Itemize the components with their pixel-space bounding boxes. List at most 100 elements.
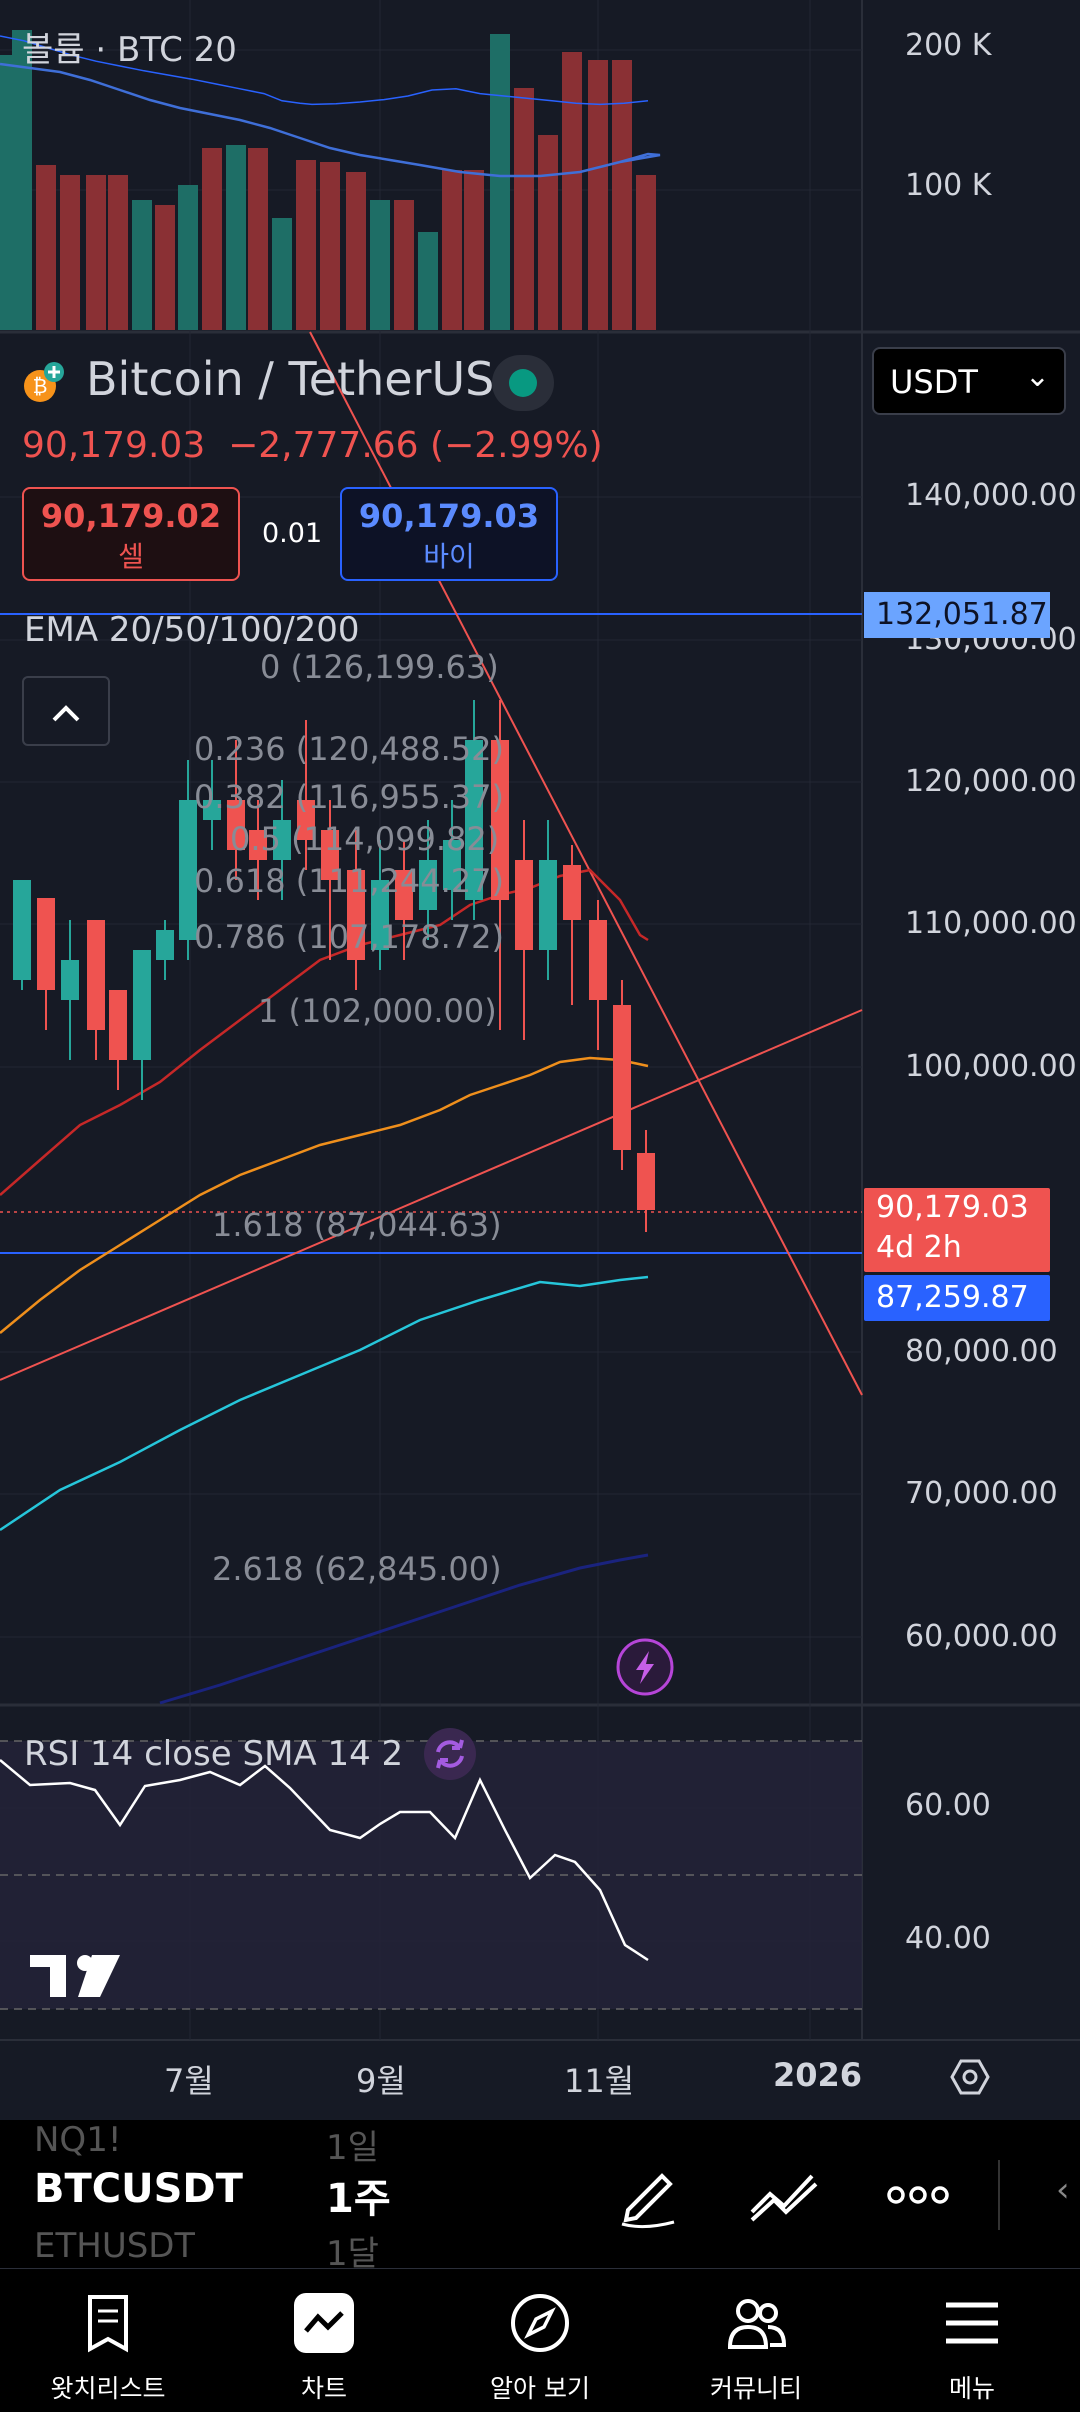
candle-body [443,840,461,890]
volume-bar [394,200,414,330]
candle-body [273,820,291,860]
ema-label[interactable]: EMA 20/50/100/200 [24,610,360,650]
time-axis-sep: 9월 [356,2062,406,2100]
lightning-icon[interactable] [616,1638,674,1696]
rsi-label[interactable]: RSI 14 close SMA 14 2 [24,1734,404,1774]
lower-line-price-tag[interactable]: 87,259.87 [864,1275,1050,1321]
candle-body [395,870,413,920]
volume-bar [202,148,222,330]
price-axis-60k: 60,000.00 [905,1619,1058,1654]
fib-level-1: 1 (102,000.00) [258,992,497,1030]
volume-bar [588,60,608,330]
volume-bar [86,175,106,330]
bar-countdown: 4d 2h [876,1230,962,1265]
nav-explore[interactable]: 알아 보기 [432,2269,648,2412]
fib-level-0: 0 (126,199.63) [260,648,499,686]
volume-bar [320,162,340,330]
candle-body [37,898,55,990]
upper-line-price-tag[interactable]: 132,051.87 [864,592,1050,638]
volume-bar [272,218,292,330]
drawing-tools-icon[interactable] [746,2160,822,2230]
toolbar-arrow-icon[interactable]: ‹ [1056,2170,1070,2210]
rsi-sync-icon[interactable] [424,1728,476,1780]
volume-ma-line [0,35,649,106]
volume-ma [0,62,661,178]
candle-body [297,800,315,840]
rsi-axis-60: 60.00 [905,1788,991,1823]
volume-bar [346,172,366,330]
compass-icon [511,2294,569,2352]
volume-bar [296,160,316,330]
spread-value: 0.01 [262,518,323,549]
sell-price: 90,179.02 [40,497,222,535]
volume-bar [12,30,32,330]
candle-body [13,880,31,980]
price-axis-80k: 80,000.00 [905,1334,1058,1369]
currency-select[interactable]: USDT ⌄ [872,347,1066,415]
market-status-badge[interactable] [492,355,554,411]
interval-switcher[interactable]: 1주 [326,2176,391,2222]
volume-bar [248,148,268,330]
candle-body [465,740,483,900]
interval-next[interactable]: 1달 [326,2234,379,2270]
nav-explore-label: 알아 보기 [490,2374,590,2403]
fib-level-0236: 0.236 (120,488.52) [194,730,504,768]
candle-body [419,860,437,910]
candle-body [179,800,197,940]
volume-bar [108,175,128,330]
volume-bar [36,165,56,330]
chart-toolbar: NQ1! BTCUSDT ETHUSDT 1일 1주 1달 ‹ [0,2120,1080,2270]
symbol-switcher[interactable]: BTCUSDT [34,2166,243,2212]
volume-bar [514,88,534,330]
volume-bar [132,200,152,330]
volume-bar [562,52,582,330]
watch-prev[interactable]: NQ1! [34,2120,122,2160]
nav-watchlist[interactable]: 왓치리스트 [0,2269,216,2412]
sell-button[interactable]: 90,179.02 셀 [22,487,240,581]
chevron-up-icon [52,705,80,722]
interval-prev[interactable]: 1일 [326,2128,379,2168]
bottom-navigation: 왓치리스트 차트 알아 보기 커뮤니티 메뉴 [0,2268,1080,2412]
watch-next[interactable]: ETHUSDT [34,2226,196,2266]
nav-community-label: 커뮤니티 [709,2374,802,2403]
buy-button[interactable]: 90,179.03 바이 [340,487,558,581]
community-icon [727,2299,787,2349]
axis-settings-icon[interactable] [950,2059,990,2095]
current-price-tag[interactable]: 90,179.03 4d 2h [864,1188,1050,1272]
chevron-down-icon: ⌄ [1024,359,1050,394]
fib-level-0786: 0.786 (107,178.72) [194,918,504,956]
volume-bar [636,175,656,330]
tradingview-logo-icon [30,1955,120,1997]
grid-lines [0,0,862,2040]
rsi-line [0,1759,649,1962]
volume-label: 볼륨 · BTC 20 [22,30,237,70]
toolbar-divider [998,2160,1000,2230]
candle-body [637,1153,655,1210]
fib-level-1618: 1.618 (87,044.63) [212,1206,502,1244]
fib-level-05: 0.5 (114,099.82) [230,820,500,858]
nav-menu[interactable]: 메뉴 [864,2269,1080,2412]
nav-chart[interactable]: 차트 [216,2269,432,2412]
volume-bar [155,205,175,330]
price-change-line: 90,179.03 −2,777.66 (−2.99%) [22,425,603,466]
candle-body [61,960,79,1000]
watchlist-icon [88,2295,128,2353]
collapse-indicators-button[interactable] [22,676,110,746]
volume-axis-200k: 200 K [905,28,992,63]
more-options-icon[interactable] [886,2170,950,2220]
candle-body [133,950,151,1060]
candle-body [515,860,533,950]
candle-body [613,1005,631,1150]
symbol-name[interactable]: Bitcoin / TetherUS [86,352,495,406]
nav-watchlist-label: 왓치리스트 [50,2374,166,2403]
candle-body [109,990,127,1060]
nav-community[interactable]: 커뮤니티 [648,2269,864,2412]
candle-body [371,880,389,950]
buy-price: 90,179.03 [358,497,540,535]
svg-text:₿: ₿ [33,374,48,398]
uptrend-line[interactable] [0,1009,863,1381]
nav-chart-label: 차트 [300,2374,347,2403]
price-axis-100k: 100,000.00 [905,1049,1077,1084]
pencil-icon[interactable] [614,2160,684,2230]
